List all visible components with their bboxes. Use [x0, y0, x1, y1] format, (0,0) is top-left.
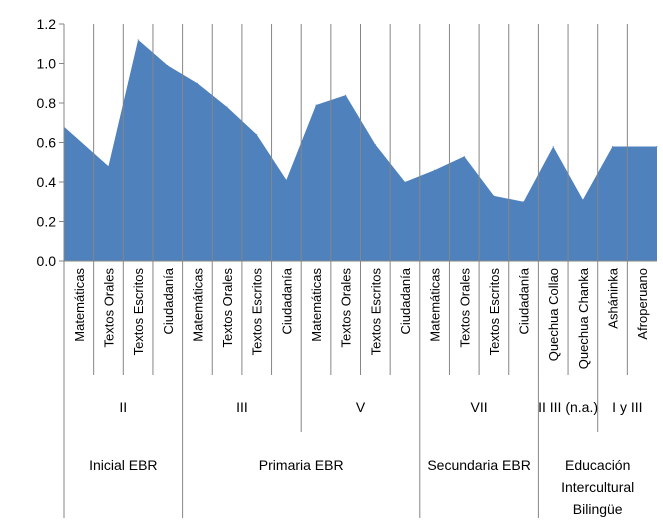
x-axis [63, 24, 657, 518]
category-label: Ciudadanía [398, 267, 413, 334]
category-label: Textos Orales [101, 268, 116, 348]
data-point [493, 195, 495, 197]
y-axis: 0.0 0.2 0.4 0.6 0.8 1.0 1.2 [37, 16, 65, 269]
y-tick-label: 0.6 [37, 135, 57, 151]
category-label: Matemáticas [428, 268, 443, 342]
data-point [404, 181, 406, 183]
category-label: Textos Orales [220, 268, 235, 348]
level-label: Primaria EBR [259, 457, 344, 473]
category-label: Ciudadanía [279, 267, 294, 334]
category-label: Quechua Collao [546, 268, 561, 361]
category-label: Textos Orales [457, 268, 472, 348]
cycle-label: VII [471, 399, 488, 415]
cycle-label: V [356, 399, 366, 415]
data-point [656, 145, 658, 147]
data-point [196, 82, 198, 84]
cycle-label: II III (n.a.) [538, 399, 598, 415]
data-point [107, 165, 109, 167]
y-tick-label: 1.0 [37, 56, 57, 72]
data-point [137, 39, 139, 41]
category-label: Ciudadanía [161, 267, 176, 334]
y-tick-label: 0.4 [37, 174, 57, 190]
category-label: Matemáticas [190, 268, 205, 342]
level-labels: Inicial EBR Primaria EBR Secundaria EBR Edu… [89, 457, 634, 517]
category-label: Textos Escritos [487, 268, 502, 356]
data-point [582, 199, 584, 201]
category-label: Textos Escritos [131, 268, 146, 356]
level-label: Secundaria EBR [427, 457, 531, 473]
data-point [434, 169, 436, 171]
category-label: Matemáticas [309, 268, 324, 342]
category-label: Ciudadanía [517, 267, 532, 334]
category-label: Asháninka [606, 267, 621, 328]
category-label: Afroperuano [635, 268, 650, 340]
cycle-labels: II III V VII II III (n.a.) I y III [119, 399, 642, 415]
category-label: Textos Escritos [368, 268, 383, 356]
data-point [612, 145, 614, 147]
category-label: Textos Orales [339, 268, 354, 348]
cycle-label: II [119, 399, 127, 415]
data-point [256, 134, 258, 136]
category-labels: Matemáticas Textos Orales Textos Escritos C… [72, 267, 650, 369]
y-tick-label: 0.2 [37, 214, 57, 230]
data-point [463, 155, 465, 157]
y-tick-label: 1.2 [37, 16, 57, 32]
data-point [285, 179, 287, 181]
category-label: Matemáticas [72, 268, 87, 342]
data-point [315, 104, 317, 106]
data-point [552, 145, 554, 147]
data-point [374, 143, 376, 145]
data-point [226, 106, 228, 108]
data-point [523, 201, 525, 203]
y-tick-label: 0.0 [37, 253, 57, 269]
y-tick-label: 0.8 [37, 95, 57, 111]
data-point [345, 94, 347, 96]
category-label: Textos Escritos [250, 268, 265, 356]
cycle-label: I y III [612, 399, 642, 415]
cycle-label: III [236, 399, 248, 415]
level-label: Inicial EBR [89, 457, 157, 473]
category-label: Quechua Chanka [576, 267, 591, 369]
data-point [167, 64, 169, 66]
level-label: Educación Intercultural Bilingüe [561, 457, 634, 517]
